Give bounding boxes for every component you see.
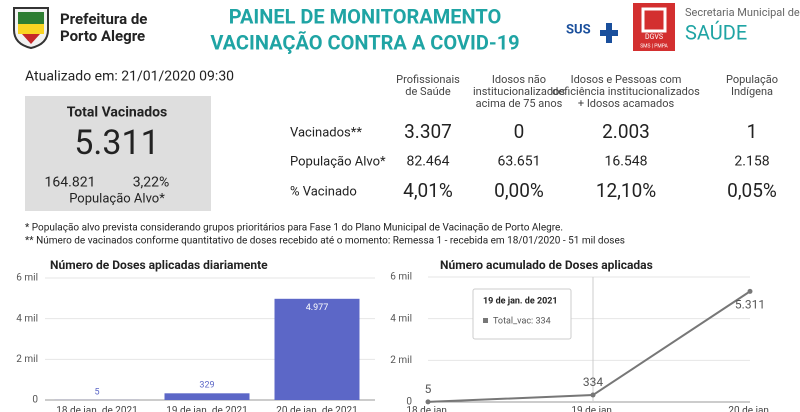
- row-label: Vacinados**: [290, 125, 362, 140]
- chart-title: Número de Doses aplicadas diariamente: [50, 258, 268, 272]
- column-header: institucionalizados: [473, 85, 565, 98]
- column-header: Profissionais: [396, 73, 460, 86]
- data-label: 4.977: [306, 303, 329, 313]
- sus-logo: SUS: [566, 22, 591, 37]
- point: [590, 392, 596, 398]
- y-tick-label: 2 mil: [16, 354, 38, 365]
- cell: 0: [514, 120, 525, 143]
- cell: 1: [747, 120, 758, 143]
- tooltip-value: Total_vac: 334: [493, 316, 551, 326]
- cell: 16.548: [604, 154, 647, 170]
- total-percent: 3,22%: [133, 175, 170, 191]
- x-tick-label: 18 de jan. de 2021: [56, 406, 138, 412]
- cell: 82.464: [406, 154, 449, 170]
- dgvs-label: DGVS: [645, 33, 663, 41]
- bar: [164, 393, 250, 400]
- charts: Número de Doses aplicadas diariamente 0 2 …: [16, 258, 771, 412]
- chart-title: Número acumulado de Doses aplicadas: [440, 258, 653, 272]
- dgvs-sub: SMS | PMPA: [640, 43, 668, 49]
- bar: [274, 298, 360, 400]
- data-label: 329: [199, 381, 214, 391]
- page-title: VACINAÇÃO CONTRA A COVID-19: [210, 30, 519, 54]
- cell: 3.307: [404, 120, 452, 143]
- cell: 2.003: [602, 120, 650, 143]
- column-header: + Idosos acamados: [578, 97, 675, 110]
- column-header: Indígena: [731, 85, 773, 98]
- cell: 2.158: [734, 154, 769, 170]
- cell: 0,00%: [494, 179, 544, 202]
- secretaria: Secretaria Municipal de: [685, 6, 800, 19]
- y-tick-label: 4 mil: [390, 313, 412, 324]
- tooltip-swatch: [483, 318, 488, 323]
- tooltip: 19 de jan. de 2021 Total_vac: 334: [472, 288, 572, 340]
- column-header: Idosos e Pessoas com: [571, 73, 682, 86]
- tooltip-box: [472, 288, 572, 340]
- saude: SAÚDE: [685, 20, 747, 44]
- cell: 12,10%: [596, 179, 656, 202]
- y-tick-label: 6 mil: [390, 272, 412, 283]
- dgvs-icon: [641, 7, 667, 33]
- x-tick-label: 19 de jan.: [571, 406, 614, 412]
- city-name: Porto Alegre: [60, 27, 145, 45]
- row-label: População Alvo*: [290, 154, 386, 169]
- total-population: 164.821: [45, 175, 96, 191]
- y-tick-label: 4 mil: [16, 313, 38, 324]
- note: ** Número de vacinados conforme quantita…: [25, 235, 625, 247]
- x-tick-label: 18 de jan.: [406, 406, 449, 412]
- total-value: 5.311: [74, 123, 159, 163]
- total-title: Total Vacinados: [67, 105, 167, 121]
- sus-cross: [600, 23, 618, 43]
- page-title: PAINEL DE MONITORAMENTO: [229, 4, 502, 28]
- cell: 63.651: [497, 154, 540, 170]
- x-tick-label: 19 de jan. de 2021: [166, 406, 248, 412]
- tooltip-title: 19 de jan. de 2021: [483, 296, 558, 306]
- cell: 0,05%: [727, 179, 777, 202]
- y-tick-label: 6 mil: [16, 273, 38, 284]
- column-header: População: [726, 73, 778, 86]
- city-logo: [13, 7, 49, 50]
- x-tick-label: 20 de jan.: [728, 406, 771, 412]
- x-tick-label: 20 de jan. de 2021: [276, 406, 358, 412]
- column-header: de Saúde: [405, 85, 451, 98]
- row-label: % Vacinado: [290, 184, 357, 199]
- column-header: acima de 75 anos: [476, 97, 563, 110]
- city-name: Prefeitura de: [60, 10, 147, 28]
- y-tick-label: 0: [32, 395, 38, 406]
- data-label: 5.311: [735, 298, 765, 312]
- data-label: 5: [425, 382, 432, 396]
- note: * População alvo prevista considerando g…: [25, 222, 563, 234]
- y-tick-label: 2 mil: [390, 355, 412, 366]
- data-label: 5: [94, 387, 99, 397]
- dgvs-logo: [633, 3, 675, 51]
- y-tick-label: 0: [406, 397, 412, 408]
- column-header: Idosos não: [492, 73, 546, 86]
- total-box: [25, 96, 211, 211]
- updated: Atualizado em: 21/01/2020 09:30: [25, 69, 234, 85]
- point: [747, 288, 753, 294]
- cell: 4,01%: [403, 179, 453, 202]
- point: [425, 399, 431, 405]
- column-header: deficiência institucionalizados: [552, 85, 700, 98]
- data-label: 334: [583, 375, 603, 389]
- population-label: População Alvo*: [69, 191, 165, 206]
